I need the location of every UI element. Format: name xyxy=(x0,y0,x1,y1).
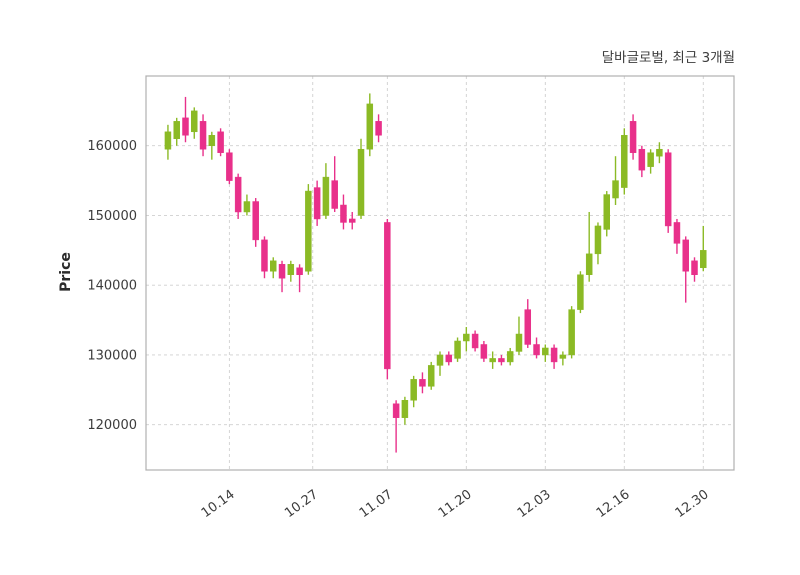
y-axis-label: Price xyxy=(58,252,74,292)
svg-text:11.07: 11.07 xyxy=(357,487,396,521)
svg-text:10.27: 10.27 xyxy=(282,487,321,521)
svg-text:12.30: 12.30 xyxy=(673,487,712,521)
chart-title: 달바글로벌, 최근 3개월 xyxy=(601,50,735,66)
svg-text:12.03: 12.03 xyxy=(515,487,554,521)
svg-text:11.20: 11.20 xyxy=(436,487,475,521)
svg-text:12.16: 12.16 xyxy=(594,487,633,521)
svg-text:120000: 120000 xyxy=(87,418,137,433)
svg-text:150000: 150000 xyxy=(87,209,137,224)
svg-text:140000: 140000 xyxy=(87,279,137,294)
svg-text:130000: 130000 xyxy=(87,348,137,363)
svg-text:160000: 160000 xyxy=(87,139,137,154)
svg-text:10.14: 10.14 xyxy=(199,487,238,521)
